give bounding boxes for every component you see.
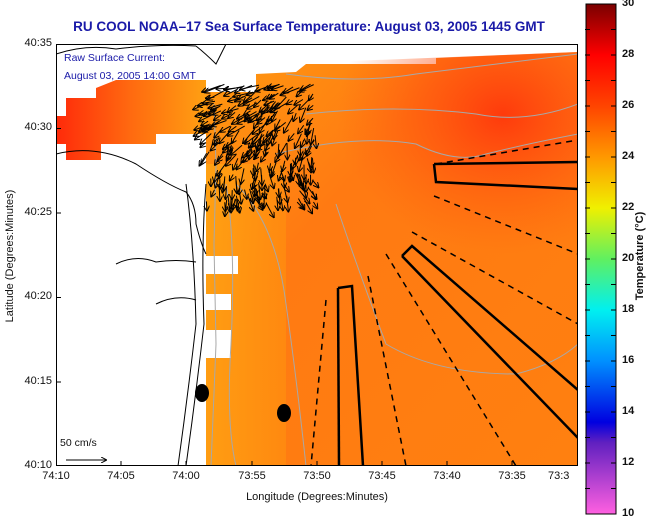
- x-tick-label: 73:40: [417, 470, 477, 482]
- x-tick-label: 73:35: [482, 470, 542, 482]
- colorbar-tick: 10: [622, 507, 634, 519]
- temperature-colorbar: [585, 3, 619, 515]
- colorbar-label: Temperature (°C): [634, 176, 646, 336]
- colorbar-tick: 22: [622, 201, 634, 213]
- x-tick-label: 74:00: [156, 470, 216, 482]
- current-vector: [278, 189, 279, 197]
- colorbar-tick: 16: [622, 354, 634, 366]
- current-vector: [311, 157, 312, 167]
- x-tick-label: 73:3: [548, 470, 588, 482]
- x-tick-label: 73:50: [287, 470, 347, 482]
- sst-map[interactable]: [56, 44, 578, 466]
- scale-vector-label: 50 cm/s: [60, 437, 97, 449]
- y-axis-label: Latitude (Degrees:Minutes): [4, 186, 16, 326]
- colorbar-tick: 28: [622, 48, 634, 60]
- y-tick-label: 40:15: [2, 375, 52, 387]
- colorbar-tick: 26: [622, 99, 634, 111]
- current-vector: [206, 201, 207, 210]
- x-axis-label: Longitude (Degrees:Minutes): [56, 491, 578, 503]
- current-vector: [265, 185, 266, 198]
- buoy-marker[interactable]: [195, 384, 209, 402]
- colorbar-tick: 24: [622, 150, 634, 162]
- colorbar-tick: 18: [622, 303, 634, 315]
- colorbar-tick: 14: [622, 405, 634, 417]
- x-tick-label: 73:45: [352, 470, 412, 482]
- x-tick-label: 74:10: [26, 470, 86, 482]
- colorbar-tick: 20: [622, 252, 634, 264]
- current-annotation-line1: Raw Surface Current:: [64, 52, 165, 64]
- y-tick-label: 40:35: [2, 37, 52, 49]
- buoy-marker[interactable]: [277, 404, 291, 422]
- x-tick-label: 73:55: [222, 470, 282, 482]
- current-annotation-line2: August 03, 2005 14:00 GMT: [64, 70, 196, 82]
- x-tick-label: 74:05: [91, 470, 151, 482]
- current-vector: [255, 188, 256, 195]
- colorbar-tick: 30: [622, 0, 634, 9]
- map-title: RU COOL NOAA–17 Sea Surface Temperature:…: [0, 19, 578, 34]
- y-tick-label: 40:30: [2, 121, 52, 133]
- colorbar-tick: 12: [622, 456, 634, 468]
